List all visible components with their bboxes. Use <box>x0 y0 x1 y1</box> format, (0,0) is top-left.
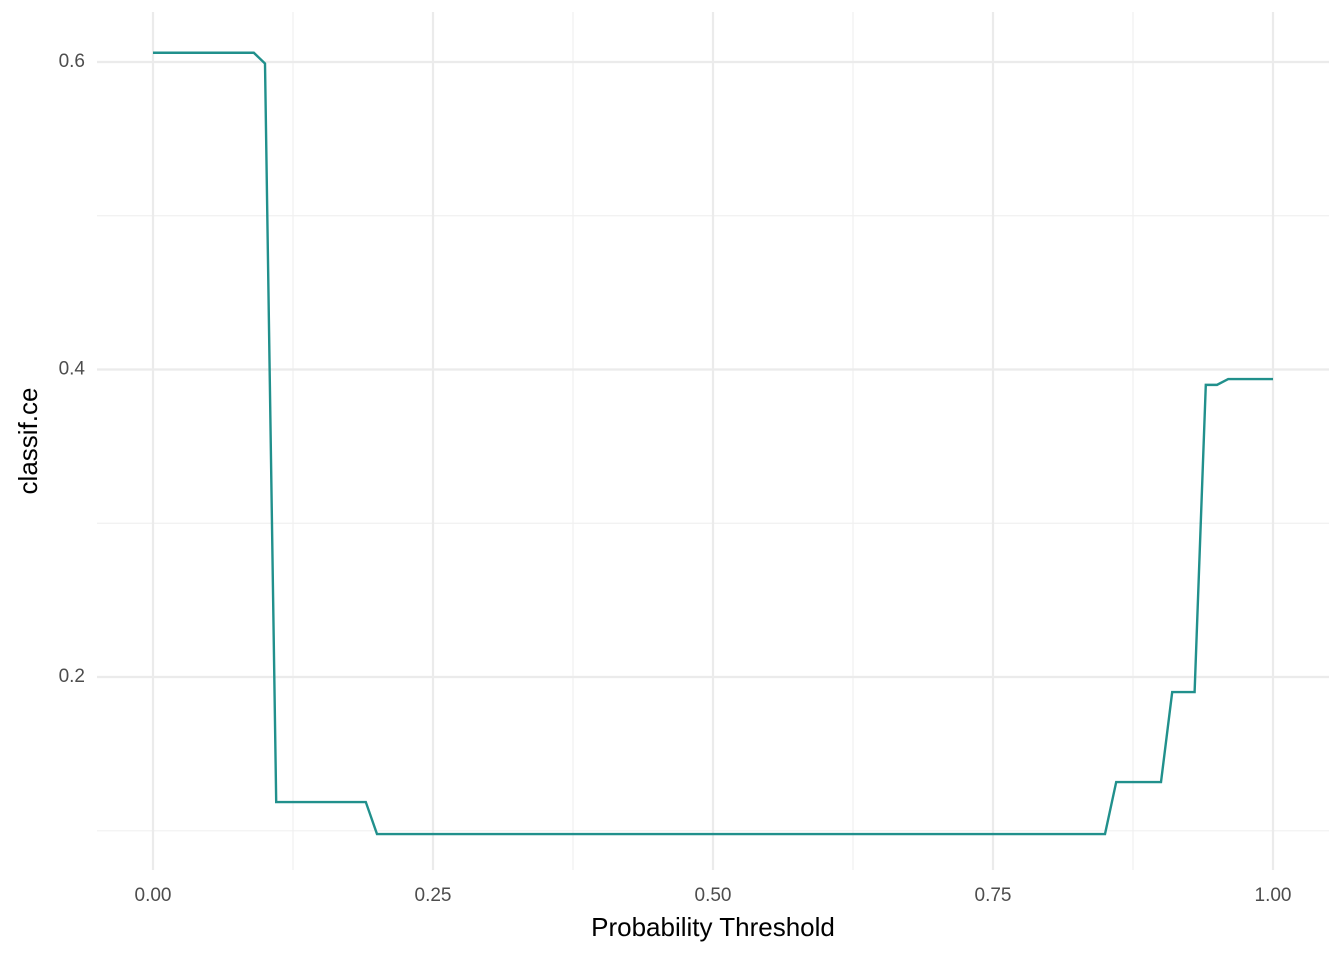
x-tick-label: 0.75 <box>975 885 1012 906</box>
x-tick-label: 0.00 <box>135 885 172 906</box>
y-tick-label: 0.4 <box>59 359 86 380</box>
x-tick-label: 0.50 <box>695 885 732 906</box>
y-axis-title: classif.ce <box>13 388 43 495</box>
x-tick-label: 1.00 <box>1255 885 1292 906</box>
y-tick-label: 0.2 <box>59 666 85 687</box>
data-line <box>153 51 1273 836</box>
x-axis-title: Probability Threshold <box>591 912 835 942</box>
x-tick-label: 0.25 <box>415 885 452 906</box>
y-tick-label: 0.6 <box>59 51 85 72</box>
